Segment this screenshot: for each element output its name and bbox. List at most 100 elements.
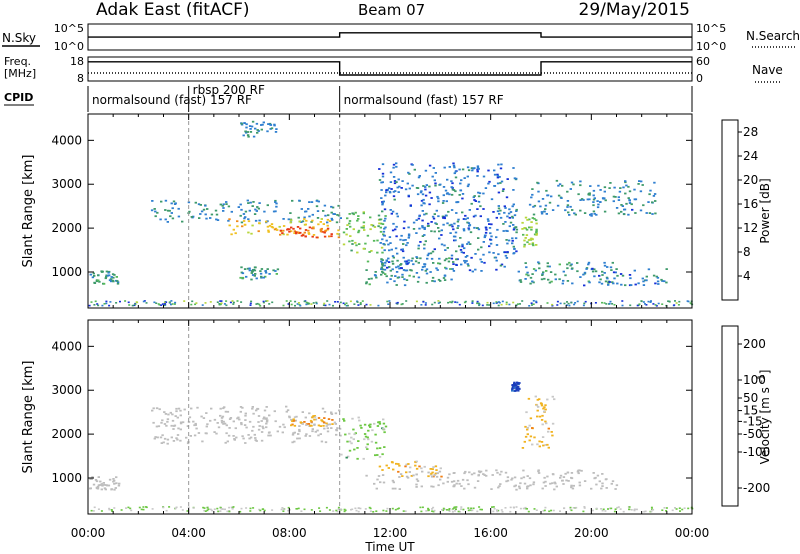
data-cell <box>464 261 467 264</box>
data-cell <box>101 484 104 487</box>
data-cell <box>595 213 598 216</box>
data-cell <box>451 182 454 185</box>
data-cell <box>253 266 257 269</box>
data-cell <box>455 264 458 266</box>
data-cell <box>424 188 427 191</box>
data-cell <box>395 235 398 238</box>
data-cell <box>495 244 499 246</box>
data-cell <box>291 423 294 426</box>
data-cell <box>603 261 606 264</box>
data-cell <box>253 433 256 436</box>
data-cell <box>615 207 619 209</box>
data-cell <box>591 270 595 273</box>
data-cell <box>363 423 367 426</box>
near-range-cell <box>568 304 571 307</box>
data-cell <box>477 200 481 203</box>
data-cell <box>523 239 526 242</box>
data-cell <box>593 197 596 200</box>
data-cell <box>217 426 221 429</box>
near-range-cell <box>447 301 450 304</box>
data-cell <box>460 179 463 182</box>
data-cell <box>601 473 604 475</box>
data-cell <box>463 487 466 490</box>
near-range-cell <box>287 303 290 305</box>
data-cell <box>336 232 339 235</box>
data-cell <box>366 443 369 446</box>
data-cell <box>478 471 481 474</box>
data-cell <box>466 255 469 257</box>
near-range-cell <box>678 507 681 509</box>
data-cell <box>561 184 564 187</box>
data-cell <box>366 260 370 263</box>
data-cell <box>89 478 92 480</box>
data-cell <box>374 433 377 436</box>
data-cell <box>598 480 601 483</box>
data-cell <box>522 233 525 236</box>
near-range-cell <box>305 303 308 306</box>
data-cell <box>477 470 481 473</box>
data-cell <box>590 213 593 215</box>
data-cell <box>527 274 530 277</box>
data-cell <box>452 162 455 165</box>
near-range-cell <box>163 302 166 304</box>
near-range-cell <box>375 510 378 512</box>
data-cell <box>357 218 360 220</box>
data-cell <box>557 194 561 197</box>
near-range-cell <box>365 303 368 306</box>
data-cell <box>373 482 376 485</box>
data-cell <box>488 251 491 254</box>
data-cell <box>499 209 502 212</box>
data-cell <box>289 212 292 214</box>
data-cell <box>473 486 477 489</box>
data-cell <box>227 434 231 437</box>
near-range-cell <box>203 507 206 509</box>
data-cell <box>506 215 509 218</box>
data-cell <box>624 181 627 184</box>
data-cell <box>160 421 163 424</box>
data-cell <box>448 473 451 476</box>
data-cell <box>244 130 247 133</box>
near-range-cell <box>621 304 624 307</box>
near-range-cell <box>271 509 274 511</box>
data-cell <box>445 267 448 270</box>
near-range-cell <box>402 510 405 512</box>
near-range-cell <box>232 301 235 304</box>
data-cell <box>265 426 268 429</box>
data-cell <box>615 484 619 487</box>
data-cell <box>391 229 395 232</box>
data-cell <box>514 226 517 229</box>
data-cell <box>574 213 577 216</box>
near-range-cell <box>515 506 518 508</box>
near-range-cell <box>476 510 479 513</box>
data-cell <box>232 420 235 423</box>
data-cell <box>312 415 315 417</box>
data-cell <box>407 233 411 236</box>
data-cell <box>524 237 527 239</box>
data-cell <box>187 201 191 204</box>
data-cell <box>176 434 180 436</box>
data-cell <box>616 274 619 277</box>
data-cell <box>378 447 382 449</box>
data-cell <box>331 423 334 425</box>
data-cell <box>156 211 159 214</box>
data-cell <box>416 480 420 482</box>
data-cell <box>297 231 300 234</box>
data-cell <box>385 239 388 242</box>
near-range-cell <box>153 301 156 304</box>
data-cell <box>402 256 405 259</box>
data-cell <box>665 281 668 284</box>
data-cell <box>560 197 563 199</box>
data-cell <box>209 217 212 219</box>
data-cell <box>448 166 451 168</box>
data-cell <box>166 442 169 445</box>
near-range-cell <box>213 508 216 510</box>
data-cell <box>587 193 590 196</box>
data-cell <box>255 409 258 412</box>
data-cell <box>411 184 414 187</box>
data-cell <box>166 420 169 423</box>
data-cell <box>558 263 561 266</box>
data-cell <box>105 275 108 278</box>
near-range-cell <box>303 508 306 511</box>
